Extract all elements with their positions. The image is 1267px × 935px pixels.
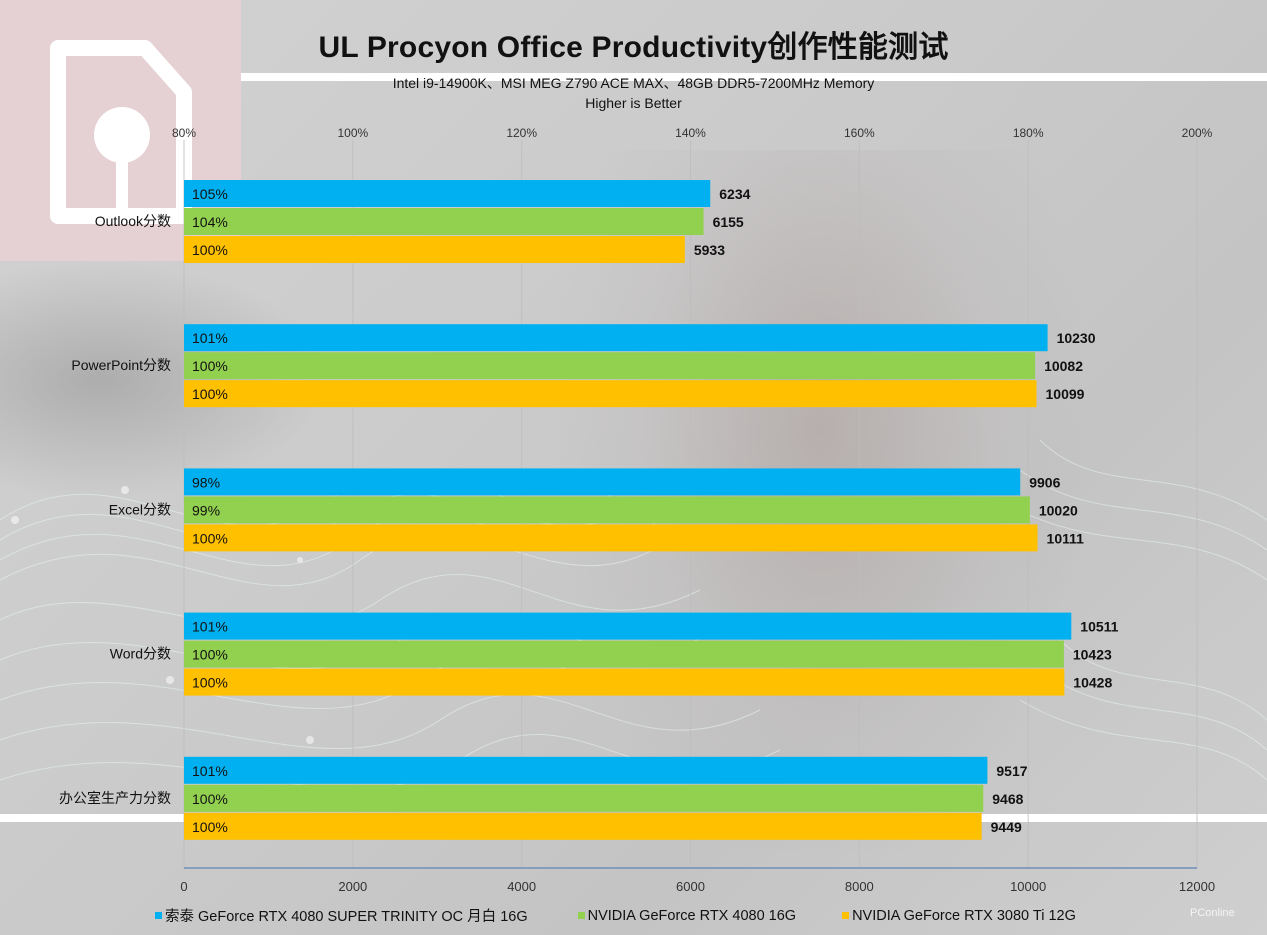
secondary-x-tick-label: 160% bbox=[844, 126, 875, 140]
x-tick-label: 8000 bbox=[845, 879, 874, 894]
x-tick-label: 12000 bbox=[1179, 879, 1215, 894]
secondary-x-tick-label: 140% bbox=[675, 126, 706, 140]
bar bbox=[184, 668, 1065, 696]
bar-percent-label: 101% bbox=[192, 763, 228, 779]
bar-percent-label: 105% bbox=[192, 186, 228, 202]
bar-percent-label: 100% bbox=[192, 647, 228, 663]
bar-percent-label: 100% bbox=[192, 242, 228, 258]
bar-value-label: 10082 bbox=[1044, 358, 1083, 374]
legend-item: NVIDIA GeForce RTX 3080 Ti 12G bbox=[842, 905, 1076, 926]
legend-label: NVIDIA GeForce RTX 3080 Ti 12G bbox=[852, 907, 1076, 924]
legend-label: NVIDIA GeForce RTX 4080 16G bbox=[587, 907, 797, 924]
chart-subtitle-2: Higher is Better bbox=[585, 95, 682, 111]
bar-percent-label: 98% bbox=[192, 474, 220, 490]
bar-value-label: 5933 bbox=[694, 242, 725, 258]
bar-percent-label: 101% bbox=[192, 619, 228, 635]
bar-percent-label: 100% bbox=[192, 358, 228, 374]
chart-title: UL Procyon Office Productivity创作性能测试 bbox=[318, 31, 949, 64]
category-label: Outlook分数 bbox=[95, 213, 171, 229]
x-tick-label: 2000 bbox=[338, 879, 367, 894]
legend-swatch bbox=[577, 912, 585, 919]
x-tick-label: 4000 bbox=[507, 879, 536, 894]
category-label: PowerPoint分数 bbox=[71, 357, 171, 373]
legend-swatch bbox=[155, 912, 162, 919]
watermark: PConline bbox=[1190, 907, 1235, 919]
bar-value-label: 6155 bbox=[713, 214, 744, 230]
secondary-x-tick-label: 80% bbox=[172, 126, 196, 140]
secondary-x-tick-label: 200% bbox=[1182, 126, 1213, 140]
bar-percent-label: 100% bbox=[192, 386, 228, 402]
legend-item: 索泰 GeForce RTX 4080 SUPER TRINITY OC 月白 … bbox=[155, 905, 528, 926]
bar-value-label: 10230 bbox=[1057, 330, 1096, 346]
bar-value-label: 10423 bbox=[1073, 647, 1112, 663]
bar-percent-label: 104% bbox=[192, 214, 228, 230]
bar-value-label: 10111 bbox=[1047, 530, 1085, 546]
decor-band bbox=[980, 814, 1267, 822]
bar bbox=[184, 236, 685, 263]
bar bbox=[184, 784, 984, 812]
bar-percent-label: 100% bbox=[192, 819, 228, 835]
bar bbox=[184, 352, 1036, 380]
legend-item: NVIDIA GeForce RTX 4080 16G bbox=[577, 905, 797, 926]
x-tick-label: 6000 bbox=[676, 879, 705, 894]
bar-percent-label: 100% bbox=[192, 675, 228, 691]
bar bbox=[184, 380, 1037, 408]
decor-band bbox=[241, 73, 1267, 81]
bar-value-label: 10020 bbox=[1039, 502, 1078, 518]
bar bbox=[184, 208, 704, 235]
bar bbox=[184, 324, 1048, 352]
bar-value-label: 10511 bbox=[1080, 619, 1118, 635]
legend: 索泰 GeForce RTX 4080 SUPER TRINITY OC 月白 … bbox=[155, 905, 1076, 926]
category-label: Excel分数 bbox=[109, 501, 171, 517]
secondary-x-tick-label: 120% bbox=[506, 126, 537, 140]
bar bbox=[184, 640, 1064, 668]
bar-value-label: 9449 bbox=[991, 819, 1022, 835]
bar-percent-label: 100% bbox=[192, 530, 228, 546]
bar-percent-label: 99% bbox=[192, 502, 220, 518]
bar-value-label: 10428 bbox=[1073, 675, 1112, 691]
legend-label: 索泰 GeForce RTX 4080 SUPER TRINITY OC 月白 … bbox=[165, 909, 528, 925]
bar-value-label: 9517 bbox=[996, 763, 1027, 779]
bar bbox=[184, 524, 1038, 552]
bar bbox=[184, 496, 1030, 524]
legend-swatch bbox=[842, 912, 850, 919]
bar bbox=[184, 756, 988, 784]
bar-value-label: 10099 bbox=[1046, 386, 1085, 402]
decor-band bbox=[0, 814, 184, 822]
bar-percent-label: 101% bbox=[192, 330, 228, 346]
bar bbox=[184, 812, 982, 840]
bar bbox=[184, 180, 711, 207]
bar-percent-label: 100% bbox=[192, 791, 228, 807]
category-label: 办公室生产力分数 bbox=[59, 790, 171, 806]
x-tick-label: 0 bbox=[180, 879, 187, 894]
bar bbox=[184, 612, 1072, 640]
bar bbox=[184, 468, 1021, 496]
chart-subtitle: Intel i9-14900K、MSI MEG Z790 ACE MAX、48G… bbox=[392, 75, 875, 91]
background-shade bbox=[0, 260, 330, 500]
secondary-x-tick-label: 100% bbox=[337, 126, 368, 140]
bar-value-label: 6234 bbox=[719, 186, 750, 202]
secondary-x-tick-label: 180% bbox=[1013, 126, 1044, 140]
x-tick-label: 10000 bbox=[1010, 879, 1046, 894]
bar-value-label: 9468 bbox=[992, 791, 1023, 807]
category-label: Word分数 bbox=[110, 646, 171, 662]
bar-value-label: 9906 bbox=[1029, 474, 1060, 490]
